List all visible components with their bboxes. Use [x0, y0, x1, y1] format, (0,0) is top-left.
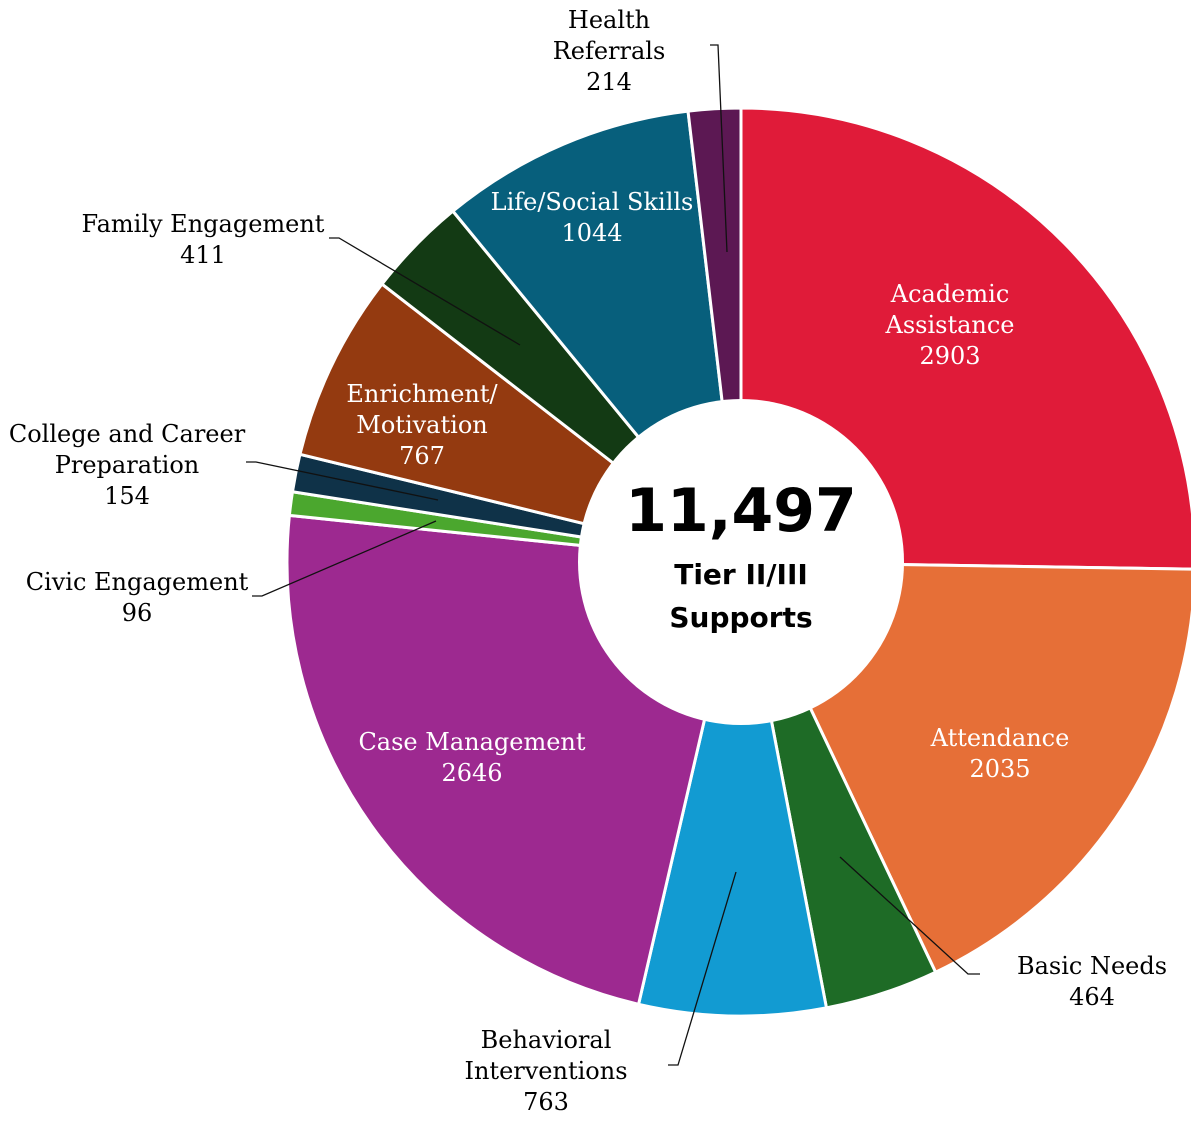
- slice-label-academic-assistance: Academic Assistance 2903: [884, 280, 1014, 370]
- slice-label-attendance: Attendance 2035: [930, 724, 1070, 783]
- slice-value: 154: [104, 482, 150, 510]
- slice-name-line: Referrals: [553, 37, 666, 65]
- slice-name-line: Attendance: [930, 724, 1070, 752]
- slice-label-family-engagement: Family Engagement 411: [82, 210, 325, 269]
- slice-behavioral-interventions: [637, 560, 828, 1018]
- leader-line-health-referrals: [710, 44, 728, 253]
- slice-name-line: Assistance: [884, 311, 1014, 339]
- slice-value: 763: [523, 1088, 569, 1116]
- slice-label-enrichment-motivation: Enrichment/Motivation 767: [346, 380, 498, 470]
- center-label-line-1: Tier II/III: [674, 558, 808, 591]
- slice-label-case-management: Case Management 2646: [358, 728, 585, 787]
- slice-value: 411: [180, 241, 226, 269]
- slice-value: 767: [399, 442, 445, 470]
- center-total-value: 11,497: [625, 476, 857, 546]
- slice-name-line: Health: [568, 6, 650, 34]
- slice-label-health-referrals: Health Referrals 214: [553, 6, 666, 96]
- slice-value: 96: [122, 599, 153, 627]
- slice-label-college-and-career-preparation: College and Career Preparation 154: [9, 420, 246, 510]
- leader-line-basic-needs: [839, 856, 980, 975]
- leader-line-family-engagement: [329, 237, 521, 346]
- slice-name-line: Civic Engagement: [26, 568, 249, 596]
- slice-name-line: Family Engagement: [82, 210, 325, 238]
- leader-line-behavioral-interventions: [668, 871, 737, 1066]
- slice-value: 464: [1069, 983, 1115, 1011]
- slice-name-line: Interventions: [464, 1057, 627, 1085]
- slice-value: 2646: [441, 759, 502, 787]
- slice-name-line: Motivation: [356, 411, 487, 439]
- slice-value: 2903: [919, 342, 980, 370]
- slice-label-life-social-skills: Life/Social Skills 1044: [491, 188, 694, 247]
- slice-name-line: Enrichment/: [346, 380, 498, 408]
- leader-line-college-and-career-preparation: [246, 461, 439, 501]
- leader-lines-group: [246, 44, 980, 1066]
- slice-value: 2035: [969, 755, 1030, 783]
- slice-label-behavioral-interventions: Behavioral Interventions 763: [464, 1026, 627, 1116]
- slice-name-line: Behavioral: [481, 1026, 612, 1054]
- slice-value: 1044: [561, 219, 622, 247]
- center-label-line-2: Supports: [669, 601, 812, 634]
- slice-name-line: College and Career: [9, 420, 246, 448]
- slice-name-line: Case Management: [358, 728, 585, 756]
- slice-name-line: Basic Needs: [1017, 952, 1167, 980]
- leader-line-civic-engagement: [252, 520, 437, 597]
- slice-value: 214: [586, 68, 632, 96]
- slice-label-basic-needs: Basic Needs 464: [1017, 952, 1167, 1011]
- slice-label-civic-engagement: Civic Engagement 96: [26, 568, 249, 627]
- slice-name-line: Life/Social Skills: [491, 188, 694, 216]
- center-hole: [578, 399, 904, 725]
- slice-name-line: Academic: [890, 280, 1010, 308]
- slice-labels-group: Academic Assistance 2903 Attendance 2035 Basi…: [9, 6, 1167, 1116]
- slice-name-line: Preparation: [55, 451, 200, 479]
